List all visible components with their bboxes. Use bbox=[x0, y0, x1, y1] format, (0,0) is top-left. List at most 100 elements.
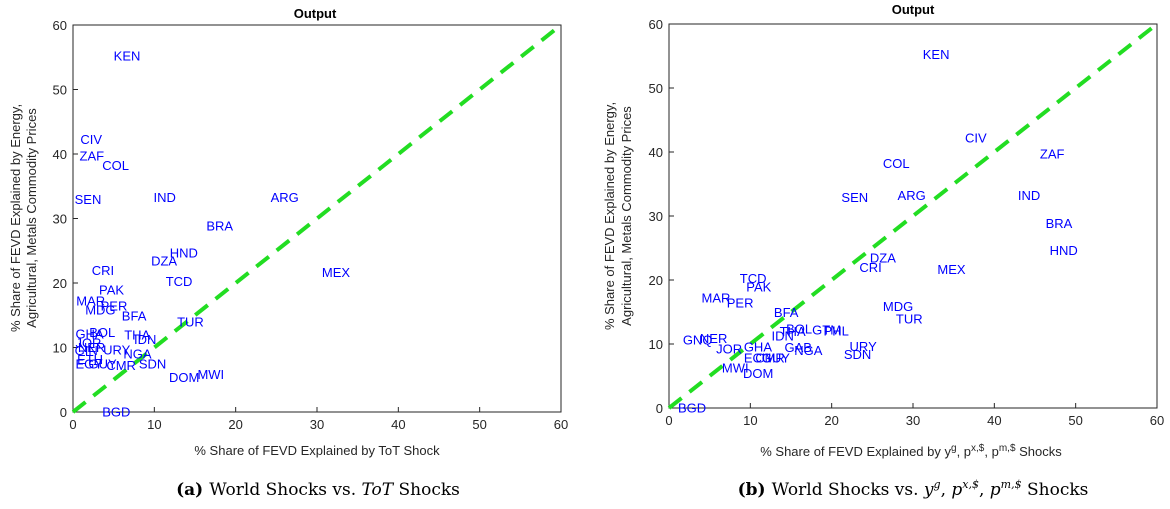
point-label-mdg: MDG bbox=[85, 302, 115, 317]
point-label-civ: CIV bbox=[965, 130, 987, 145]
point-label-ken: KEN bbox=[923, 47, 950, 62]
panel-b-y-tick-label: 40 bbox=[649, 145, 663, 160]
point-label-mar: MAR bbox=[702, 290, 731, 305]
point-label-jor: JOR bbox=[716, 341, 742, 356]
point-label-gtm: GTM bbox=[812, 322, 841, 337]
panel-b-x-tick-label: 30 bbox=[906, 413, 920, 428]
panel-a-x-tick-label: 40 bbox=[391, 417, 405, 432]
panel-b-x-tick-label: 0 bbox=[665, 413, 672, 428]
point-label-ury: URY bbox=[103, 342, 131, 357]
point-label-mex: MEX bbox=[322, 265, 351, 280]
point-label-bfa: BFA bbox=[122, 308, 147, 323]
panel-b-y-ticks: 0 10 20 30 40 50 60 bbox=[649, 17, 674, 416]
point-label-sen: SEN bbox=[75, 192, 102, 207]
panel-b-x-tick-label: 60 bbox=[1150, 413, 1164, 428]
panel-a-x-axis-label: % Share of FEVD Explained by ToT Shock bbox=[194, 443, 440, 458]
panel-b-y-tick-label: 10 bbox=[649, 337, 663, 352]
panel-a-y-ticks: 0 10 20 30 40 50 60 bbox=[53, 18, 78, 420]
point-label-mdg: MDG bbox=[883, 299, 913, 314]
point-label-tha: THA bbox=[780, 324, 806, 339]
point-label-ind: IND bbox=[1018, 188, 1040, 203]
point-label-pak: PAK bbox=[99, 282, 124, 297]
caption-a-suffix: Shocks bbox=[393, 480, 460, 500]
point-label-egy: EGY bbox=[75, 357, 103, 372]
point-label-col: COL bbox=[102, 158, 129, 173]
point-label-mar: MAR bbox=[76, 293, 105, 308]
panel-b-x-axis-label: % Share of FEVD Explained by yg, px,$, p… bbox=[760, 443, 1062, 459]
point-label-mex: MEX bbox=[937, 262, 966, 277]
panel-a-x-tick-label: 60 bbox=[554, 417, 568, 432]
panel-a-y-axis-label-line2: Agricultural, Metals Commodity Prices bbox=[24, 108, 39, 328]
point-label-dom: DOM bbox=[169, 370, 199, 385]
point-label-gha: GHA bbox=[75, 326, 104, 341]
panel-b-y-tick-label: 30 bbox=[649, 209, 663, 224]
point-label-cri: CRI bbox=[859, 260, 881, 275]
point-label-hnd: HND bbox=[170, 246, 198, 261]
panel-b-title: Output bbox=[892, 2, 935, 17]
point-label-hnd: HND bbox=[1050, 243, 1078, 258]
point-label-ner: NER bbox=[700, 331, 727, 346]
panel-a-y-tick-label: 60 bbox=[53, 18, 67, 33]
panel-a-y-tick-label: 50 bbox=[53, 83, 67, 98]
panel-a-output-scatter: Output 0 10 20 30 40 50 60 0 10 20 30 40 50 60 KEN CI… bbox=[8, 6, 568, 458]
panel-a-x-tick-label: 10 bbox=[147, 417, 161, 432]
point-label-bra: BRA bbox=[206, 219, 233, 234]
panel-b-x-tick-label: 20 bbox=[824, 413, 838, 428]
panel-a-y-axis-label-line1: % Share of FEVD Explained by Energy, bbox=[8, 104, 23, 332]
caption-a-text: World Shocks vs. bbox=[209, 480, 361, 500]
point-label-bol: BOL bbox=[786, 322, 812, 337]
point-label-gin: GIN bbox=[75, 343, 98, 358]
point-label-guy: GUY bbox=[88, 357, 117, 372]
point-label-civ: CIV bbox=[80, 132, 102, 147]
point-label-guy: GUY bbox=[762, 350, 791, 365]
panel-b-x-tick-label: 50 bbox=[1068, 413, 1082, 428]
panel-b-y-tick-label: 20 bbox=[649, 273, 663, 288]
panel-a-x-tick-label: 0 bbox=[69, 417, 76, 432]
panel-a-x-tick-label: 50 bbox=[472, 417, 486, 432]
panel-b-y-axis-label-line2: Agricultural, Metals Commodity Prices bbox=[619, 106, 634, 326]
point-label-ken: KEN bbox=[114, 48, 141, 63]
point-label-bgd: BGD bbox=[678, 400, 706, 415]
point-label-cmr: CMR bbox=[755, 350, 785, 365]
panel-b-x-tick-label: 10 bbox=[743, 413, 757, 428]
panel-b-y-tick-label: 50 bbox=[649, 81, 663, 96]
point-label-jor: JOR bbox=[75, 335, 101, 350]
point-label-tcd: TCD bbox=[166, 274, 193, 289]
point-label-eth: ETH bbox=[77, 352, 103, 367]
panel-a-x-tick-label: 30 bbox=[310, 417, 324, 432]
caption-b: (b) World Shocks vs. yg, px,$, pm,$ Shock… bbox=[738, 478, 1089, 500]
panel-a-y-tick-label: 40 bbox=[53, 147, 67, 162]
point-label-zaf: ZAF bbox=[80, 148, 105, 163]
panel-a-x-ticks: 0 10 20 30 40 50 60 bbox=[69, 407, 568, 432]
point-label-tur: TUR bbox=[896, 311, 923, 326]
point-label-col: COL bbox=[883, 156, 910, 171]
panel-b-x-tick-label: 40 bbox=[987, 413, 1001, 428]
point-label-mwi: MWI bbox=[722, 361, 749, 376]
point-label-tur: TUR bbox=[177, 315, 204, 330]
panel-a-y-tick-label: 30 bbox=[53, 212, 67, 227]
point-label-ner: NER bbox=[78, 340, 105, 355]
point-label-idn: IDN bbox=[134, 332, 156, 347]
point-label-sdn: SDN bbox=[139, 357, 166, 372]
panel-b-45-degree-line bbox=[667, 22, 1159, 410]
point-label-bfa: BFA bbox=[774, 305, 799, 320]
panel-a-y-tick-label: 0 bbox=[60, 405, 67, 420]
point-label-nga: NGA bbox=[123, 346, 152, 361]
point-label-ind: IND bbox=[154, 190, 176, 205]
point-label-dza: DZA bbox=[870, 251, 896, 266]
panel-a-title: Output bbox=[294, 6, 337, 21]
point-label-ury: URY bbox=[850, 339, 878, 354]
panel-b-y-tick-label: 60 bbox=[649, 17, 663, 32]
point-label-pak: PAK bbox=[746, 279, 771, 294]
point-label-tha: THA bbox=[124, 328, 150, 343]
point-label-dom: DOM bbox=[743, 366, 773, 381]
panel-b-y-tick-label: 0 bbox=[656, 401, 663, 416]
panel-a-y-tick-label: 20 bbox=[53, 276, 67, 291]
point-label-nga: NGA bbox=[794, 343, 823, 358]
point-label-cri: CRI bbox=[92, 263, 114, 278]
panel-a-y-tick-label: 10 bbox=[53, 341, 67, 356]
point-label-arg: ARG bbox=[898, 188, 926, 203]
caption-a: (a) World Shocks vs. ToT Shocks bbox=[176, 480, 460, 500]
